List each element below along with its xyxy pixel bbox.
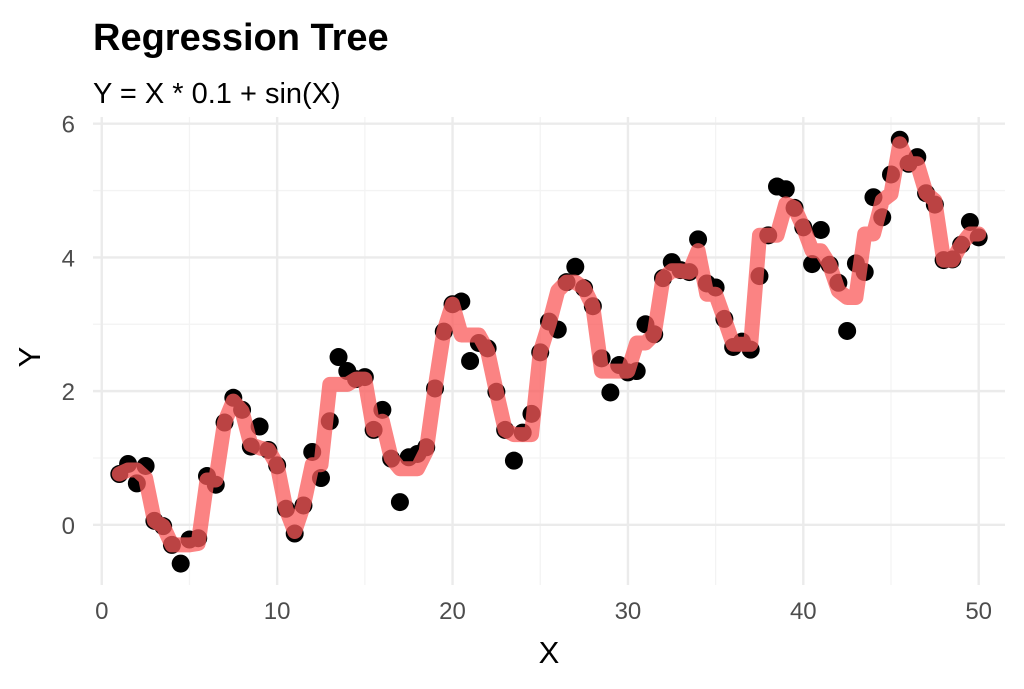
x-tick-labels: 0 10 20 30 40 50 bbox=[95, 598, 992, 625]
y-tick-label: 0 bbox=[62, 513, 75, 540]
y-tick-label: 2 bbox=[62, 379, 75, 406]
x-tick-label: 20 bbox=[439, 598, 466, 625]
points-group bbox=[110, 130, 988, 573]
x-tick-label: 0 bbox=[95, 598, 108, 625]
chart-title: Regression Tree bbox=[93, 17, 389, 59]
data-point bbox=[250, 417, 269, 436]
data-point bbox=[601, 383, 620, 402]
data-point bbox=[960, 212, 979, 231]
data-point bbox=[390, 493, 409, 512]
x-axis-title: X bbox=[539, 635, 560, 670]
data-point bbox=[171, 554, 190, 573]
data-point bbox=[566, 257, 585, 276]
data-point bbox=[776, 180, 795, 199]
data-point bbox=[689, 230, 708, 249]
x-tick-label: 30 bbox=[615, 598, 642, 625]
fit-line-group bbox=[111, 136, 987, 553]
fit-line bbox=[111, 136, 987, 553]
x-tick-label: 50 bbox=[965, 598, 992, 625]
data-point bbox=[461, 352, 480, 371]
x-tick-label: 10 bbox=[264, 598, 291, 625]
data-point bbox=[838, 321, 857, 340]
y-tick-labels: 0 2 4 6 bbox=[62, 112, 75, 540]
y-axis-title: Y bbox=[12, 347, 47, 368]
data-point bbox=[811, 220, 830, 239]
data-point bbox=[504, 451, 523, 470]
x-tick-label: 40 bbox=[790, 598, 817, 625]
data-point bbox=[329, 348, 348, 367]
y-tick-label: 4 bbox=[62, 245, 75, 272]
grid bbox=[93, 117, 1005, 585]
data-point bbox=[803, 255, 822, 274]
y-tick-label: 6 bbox=[62, 112, 75, 139]
chart-subtitle: Y = X * 0.1 + sin(X) bbox=[93, 78, 341, 110]
